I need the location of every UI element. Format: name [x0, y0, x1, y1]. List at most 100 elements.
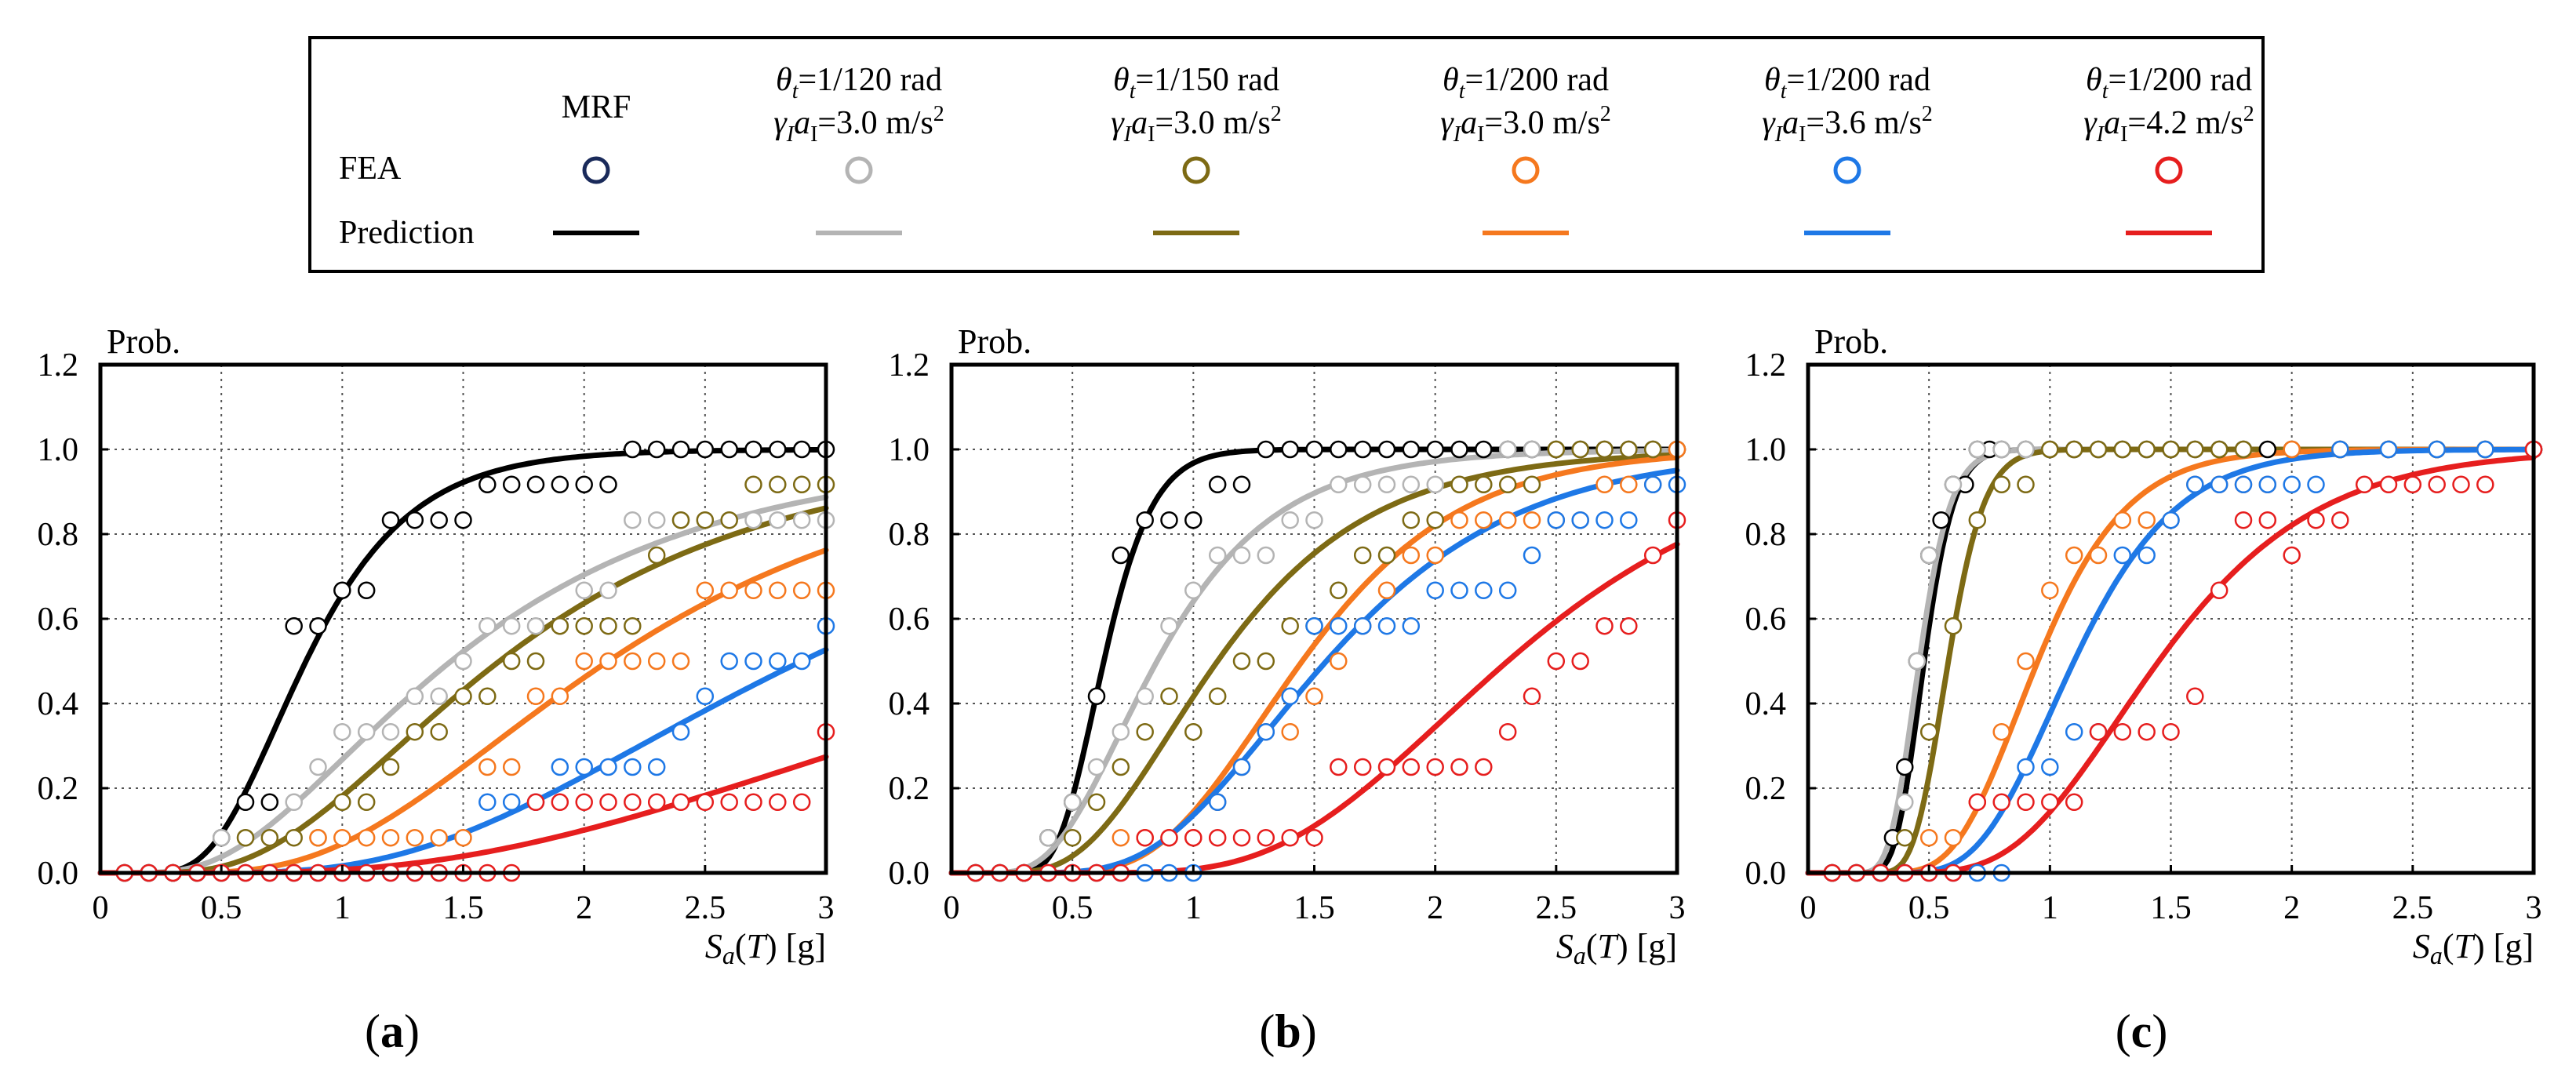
fea-point — [647, 440, 666, 459]
fea-point — [720, 652, 738, 671]
fea-point — [1547, 440, 1566, 459]
fea-point — [696, 440, 715, 459]
panel-caption-b: (b) — [1259, 1005, 1316, 1057]
fea-point — [2234, 475, 2253, 494]
fea-point — [2162, 511, 2180, 529]
fea-point — [1232, 828, 1251, 847]
fea-point — [478, 687, 497, 706]
fea-point — [792, 511, 811, 529]
fea-point — [1523, 687, 1541, 706]
fea-point — [1208, 475, 1227, 494]
fea-point — [744, 652, 762, 671]
fea-point — [1136, 722, 1154, 741]
fea-point — [624, 616, 642, 635]
fea-point — [2138, 440, 2156, 459]
fea-point — [1571, 440, 1589, 459]
fea-point — [2041, 581, 2059, 600]
fea-point — [1112, 546, 1130, 565]
fea-point — [2065, 722, 2083, 741]
fea-point — [1160, 687, 1178, 706]
fea-point — [575, 475, 593, 494]
x-tick-label: 2 — [2283, 890, 2300, 926]
fea-point — [1208, 546, 1227, 565]
chart-panel-a: 0 0.5 1 1.5 2 2.5 3 0.0 0.2 0.4 0.6 0.8 1.0 1.2 Prob. S… — [38, 322, 835, 1057]
fea-point — [624, 758, 642, 776]
fea-point — [1184, 511, 1202, 529]
fea-point — [381, 758, 400, 776]
x-axis-label-c: Sa(T) [g] — [2413, 927, 2534, 969]
fea-point — [1498, 722, 1517, 741]
fea-point — [236, 828, 255, 847]
fea-point — [1426, 440, 1444, 459]
fea-point — [1232, 758, 1251, 776]
fea-point — [2476, 440, 2494, 459]
fea-point — [744, 581, 762, 600]
fea-point — [1232, 652, 1251, 671]
fea-point — [1450, 511, 1468, 529]
fea-point — [1281, 722, 1299, 741]
y-tick-label: 0.4 — [38, 686, 79, 722]
fea-point — [1353, 546, 1372, 565]
fea-point — [357, 828, 376, 847]
fea-point — [1377, 475, 1396, 494]
fea-point — [2186, 687, 2204, 706]
fea-point — [1426, 475, 1444, 494]
fea-markers-200b-b — [966, 475, 1686, 882]
legend-200b-line1: θt=1/200 rad — [1764, 62, 1930, 104]
fea-point — [769, 581, 787, 600]
fea-point — [744, 475, 762, 494]
fea-point — [406, 511, 424, 529]
x-tick-label: 0 — [93, 890, 109, 926]
fea-point — [1330, 581, 1348, 600]
fea-point — [1112, 722, 1130, 741]
fea-point — [575, 616, 593, 635]
y-tick-label: 1.0 — [38, 432, 79, 468]
fea-point — [1450, 475, 1468, 494]
fea-point — [792, 475, 811, 494]
fea-point — [2234, 511, 2253, 529]
y-tick-label: 0.2 — [1745, 771, 1787, 807]
fea-point — [1353, 475, 1372, 494]
fea-point — [1208, 687, 1227, 706]
fea-point — [2113, 546, 2132, 565]
fea-point — [1402, 440, 1421, 459]
fea-point — [333, 581, 351, 600]
fea-point — [478, 758, 497, 776]
legend-120-line1: θt=1/120 rad — [776, 62, 942, 104]
fea-point — [1620, 440, 1638, 459]
fea-point — [2065, 546, 2083, 565]
fea-point — [1136, 511, 1154, 529]
fea-point — [1620, 616, 1638, 635]
fea-point — [1498, 511, 1517, 529]
fea-point — [2089, 546, 2108, 565]
fea-point — [2041, 758, 2059, 776]
fea-point — [1063, 793, 1082, 812]
legend-entry-200a: θt=1/200 rad γIaI=3.0 m/s2 — [1440, 62, 1611, 235]
fea-point — [1944, 475, 1963, 494]
fea-point — [454, 687, 472, 706]
fea-point — [2089, 722, 2108, 741]
legend-200c-marker — [2155, 156, 2183, 184]
fea-point — [357, 581, 376, 600]
x-tick-label: 2 — [576, 890, 592, 926]
fea-point — [2452, 475, 2470, 494]
fea-point — [1136, 828, 1154, 847]
fea-point — [1281, 511, 1299, 529]
fea-point — [1968, 793, 1987, 812]
fea-point — [285, 828, 303, 847]
fea-point — [1377, 616, 1396, 635]
fea-point — [2307, 511, 2325, 529]
fea-point — [1305, 687, 1323, 706]
fea-point — [671, 722, 690, 741]
fea-point — [1087, 793, 1106, 812]
fea-point — [333, 793, 351, 812]
panel-caption-a: (a) — [365, 1005, 420, 1057]
fea-point — [430, 511, 448, 529]
fea-point — [551, 687, 569, 706]
fea-point — [1571, 652, 1589, 671]
x-tick-label: 2.5 — [1536, 890, 1577, 926]
fea-point — [1208, 793, 1227, 812]
fea-point — [696, 511, 715, 529]
fea-point — [1402, 616, 1421, 635]
